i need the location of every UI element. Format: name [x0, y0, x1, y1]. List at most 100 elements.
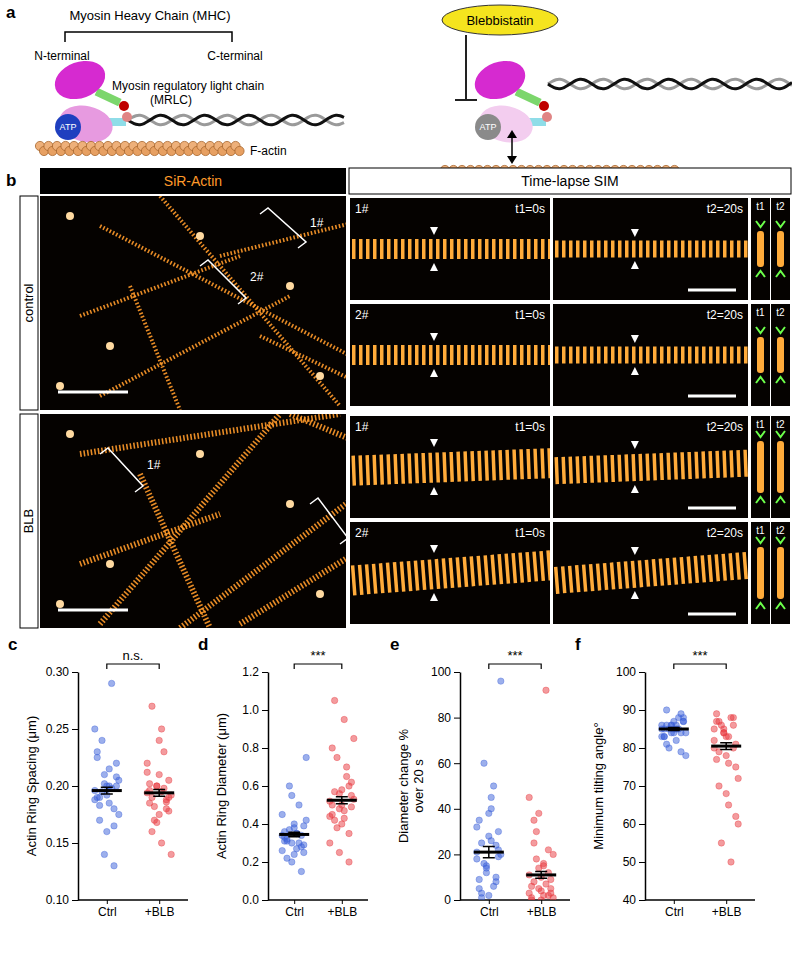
y-tick-mark [262, 900, 268, 901]
data-point [495, 828, 501, 834]
data-point [329, 802, 335, 808]
scale-bar [58, 609, 128, 612]
data-point [327, 840, 333, 846]
y-tick-label: 0.15 [46, 836, 70, 850]
data-point [279, 847, 285, 853]
data-point [296, 802, 302, 808]
x-tick: Ctrl [665, 900, 684, 919]
label: t1=0s [515, 420, 545, 434]
label: ATP [60, 122, 77, 132]
data-point [680, 718, 686, 724]
actin-fiber [350, 239, 550, 259]
chevron [756, 603, 765, 609]
error-bar [720, 743, 732, 750]
ring-profile [777, 547, 784, 599]
actin-fiber [140, 474, 210, 628]
significance-label: *** [507, 648, 522, 663]
y-tick: 50 [623, 855, 645, 869]
axis-title: Actin Ring Spacing (μm) [24, 716, 39, 856]
cross-section: t2 [771, 522, 790, 624]
data-point [116, 811, 122, 817]
x-tick-mark [489, 900, 490, 904]
y-tick-label: 1.0 [242, 703, 259, 717]
y-tick-label: 0.20 [46, 779, 70, 793]
fibers [56, 414, 346, 628]
data-point [533, 856, 539, 862]
actin-fiber [80, 256, 240, 316]
cross-section-bg [751, 522, 770, 624]
y-tick-mark [639, 748, 645, 749]
actin-fiber [100, 226, 346, 366]
cross-section: t1 [751, 416, 770, 518]
label: C-terminal [207, 49, 262, 63]
error-bar [535, 872, 547, 879]
y-tick: 20 [438, 848, 460, 862]
label: N-terminal [34, 49, 89, 63]
data-point [735, 775, 741, 781]
y-tick-mark [262, 710, 268, 711]
light-chain [119, 101, 129, 111]
arrow [631, 591, 639, 599]
bright-spot [196, 450, 204, 458]
data-point [343, 764, 349, 770]
y-axis-line [460, 673, 462, 901]
y-tick-label: 40 [438, 802, 452, 816]
data-point [528, 883, 534, 889]
y-tick: 80 [438, 711, 460, 725]
data-point [735, 821, 741, 827]
x-tick-mark [294, 900, 295, 904]
arrow [631, 229, 639, 237]
data-point [301, 823, 307, 829]
y-tick: 100 [616, 665, 645, 679]
data-point [725, 733, 731, 739]
label: Myosin regulatory light chain [112, 79, 264, 93]
data-point [144, 760, 150, 766]
x-axis-line [645, 899, 755, 901]
bracket [65, 32, 232, 42]
y-tick-mark [72, 900, 78, 901]
data-point [343, 773, 349, 779]
bright-spot [286, 500, 294, 508]
error-bar [153, 789, 165, 796]
label: t2 [776, 201, 785, 212]
data-point [111, 863, 117, 869]
y-tick-label: 60 [623, 817, 637, 831]
panel-label: a [6, 3, 16, 22]
binding-arrow [511, 136, 513, 158]
y-tick-label: 60 [438, 757, 452, 771]
data-point [711, 737, 717, 743]
data-point [341, 716, 347, 722]
crop: t2=20s [548, 198, 753, 300]
x-tick: +BLB [327, 900, 357, 919]
data-point [548, 885, 554, 891]
cross-section-bg [771, 304, 790, 406]
data-point [329, 745, 335, 751]
chevron [776, 497, 785, 503]
x-tick: +BLB [145, 900, 175, 919]
panel-label: e [390, 635, 399, 654]
label: control [21, 283, 36, 322]
y-tick-mark [639, 672, 645, 673]
data-point [331, 697, 337, 703]
data-point [663, 741, 669, 747]
motor-head [469, 54, 530, 106]
heavy-chain [548, 79, 792, 88]
label: t2 [776, 419, 785, 430]
y-tick: 1.0 [242, 703, 268, 717]
mean-line [279, 833, 309, 836]
data-point [663, 707, 669, 713]
data-point [478, 895, 484, 900]
data-point [730, 722, 736, 728]
label: F-actin [250, 144, 287, 158]
light-chain [539, 101, 549, 111]
y-tick-label: 20 [438, 848, 452, 862]
arrow [631, 335, 639, 343]
atp [475, 114, 501, 140]
panel-label: b [6, 171, 16, 190]
actin-fiber [180, 474, 346, 628]
x-tick-label: Ctrl [665, 905, 684, 919]
arrow [430, 227, 438, 235]
label: (MRLC) [150, 93, 192, 107]
y-tick: 0.2 [242, 855, 268, 869]
cross-section: t1 [751, 198, 770, 300]
